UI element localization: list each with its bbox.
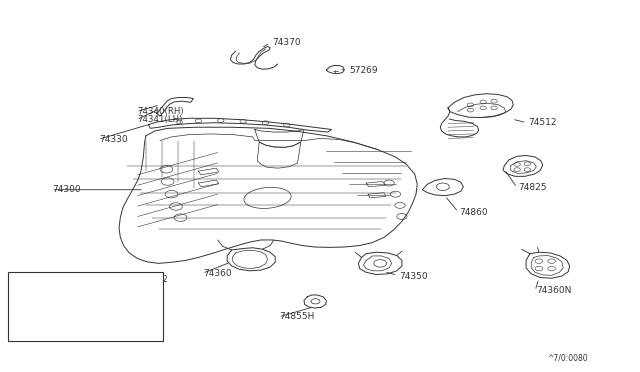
Text: SL: SL <box>12 275 22 284</box>
Text: 74825: 74825 <box>24 283 52 292</box>
Text: 57269: 57269 <box>349 66 378 75</box>
Text: 57269: 57269 <box>123 283 150 292</box>
Text: ^7/0:0080: ^7/0:0080 <box>547 353 588 362</box>
Text: 74360: 74360 <box>204 269 232 278</box>
Text: 74330: 74330 <box>99 135 128 144</box>
Text: 74341(LH): 74341(LH) <box>138 115 183 124</box>
Text: 74300: 74300 <box>52 185 81 194</box>
Text: 74860: 74860 <box>460 208 488 217</box>
Text: 74370: 74370 <box>272 38 301 47</box>
Text: UP TO JUNE '82: UP TO JUNE '82 <box>110 275 168 284</box>
Text: 74855H: 74855H <box>280 312 315 321</box>
Text: 74360N: 74360N <box>536 286 572 295</box>
Text: 74350: 74350 <box>399 272 428 280</box>
Text: 74360: 74360 <box>69 283 97 292</box>
Text: 74340(RH): 74340(RH) <box>138 107 184 116</box>
Text: 74825: 74825 <box>518 183 547 192</box>
Bar <box>8 272 163 341</box>
Text: ATM: ATM <box>67 275 84 284</box>
Text: 74512: 74512 <box>528 118 557 127</box>
